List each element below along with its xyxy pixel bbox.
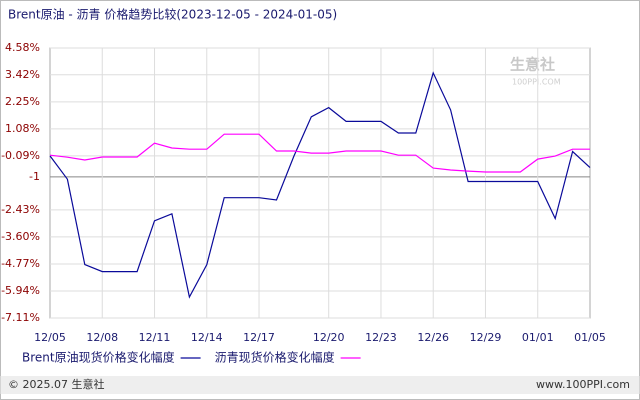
x-tick-label: 01/01 (522, 331, 554, 344)
x-tick-label: 12/20 (313, 331, 345, 344)
y-tick-label: -3.60% (1, 230, 40, 243)
y-tick-label: -1 (29, 170, 40, 183)
footer-right: www.100PPI.com (536, 378, 630, 391)
x-tick-label: 01/05 (574, 331, 606, 344)
x-tick-label: 12/23 (365, 331, 397, 344)
x-tick-label: 12/08 (86, 331, 118, 344)
y-tick-label: -2.43% (1, 203, 40, 216)
x-tick-label: 12/17 (243, 331, 275, 344)
chart-title: Brent原油 - 沥青 价格趋势比较(2023-12-05 - 2024-01… (8, 7, 337, 22)
footer-left: © 2025.07 生意社 (8, 377, 104, 391)
footer-bar (0, 376, 640, 394)
y-tick-label: -5.94% (1, 284, 40, 297)
x-tick-label: 12/14 (191, 331, 223, 344)
y-tick-label: 4.58% (5, 41, 40, 54)
y-tick-label: -7.11% (1, 311, 40, 324)
y-tick-label: 1.08% (5, 122, 40, 135)
y-tick-label: 2.25% (5, 95, 40, 108)
legend-label: 沥青现货价格变化幅度 (215, 350, 335, 365)
x-tick-label: 12/11 (139, 331, 171, 344)
x-tick-label: 12/26 (417, 331, 449, 344)
legend-label: Brent原油现货价格变化幅度 (22, 350, 175, 365)
series-line (49, 133, 590, 173)
watermark-site: 100PPI.COM (512, 78, 561, 87)
series-line (49, 71, 591, 299)
y-tick-label: 3.42% (5, 68, 40, 81)
watermark: 生意社 (510, 56, 555, 74)
x-tick-label: 12/05 (34, 331, 66, 344)
y-tick-label: -0.09% (1, 149, 40, 162)
x-tick-label: 12/29 (470, 331, 502, 344)
y-tick-label: -4.77% (1, 257, 40, 270)
